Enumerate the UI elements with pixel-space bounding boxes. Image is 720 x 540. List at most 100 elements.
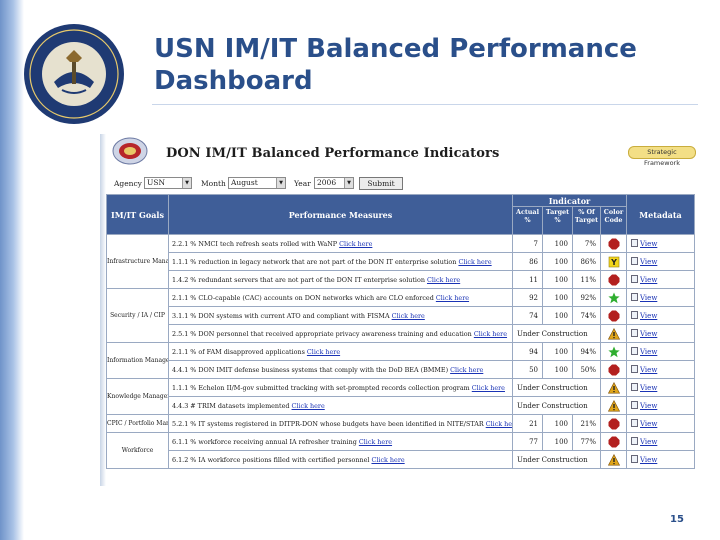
red-stop-icon [608, 274, 620, 285]
color-code-cell: Y [600, 252, 627, 271]
chevron-down-icon: ▼ [276, 178, 285, 188]
click-here-link[interactable]: Click here [435, 293, 470, 302]
actual-cell: 86 [512, 252, 543, 271]
pct-of-target-cell: 7% [572, 234, 601, 253]
measure-cell: 2.1.1 % CLO-capable (CAC) accounts on DO… [168, 288, 513, 307]
goal-cell: Information Management Transformation [106, 342, 169, 379]
view-link[interactable]: View [640, 384, 658, 392]
measure-cell: 5.2.1 % IT systems registered in DITPR-D… [168, 414, 513, 433]
view-link[interactable]: View [640, 348, 658, 356]
table-row: Workforce 6.1.1 % workforce receiving ann… [106, 432, 695, 469]
click-here-link[interactable]: Click here [339, 239, 373, 248]
table-row: 3.1.1 % DON systems with current ATO and… [107, 306, 695, 325]
click-here-link[interactable]: Click here [358, 437, 393, 446]
color-code-cell [600, 306, 627, 325]
goal-cell: CPIC / Portfolio Management [106, 414, 169, 433]
header-pct-of-target: % Of Target [572, 206, 601, 235]
click-here-link[interactable]: Click here [458, 257, 492, 266]
red-stop-icon [608, 364, 620, 375]
table-row: Security / IA / CIP 2.1.1 % CLO-capable (… [106, 288, 695, 343]
target-cell: 100 [542, 414, 573, 433]
slide-title-line-2: Dashboard [154, 66, 313, 96]
click-here-link[interactable]: Click here [371, 455, 405, 464]
dashboard-title: DON IM/IT Balanced Performance Indicator… [166, 146, 500, 161]
click-here-link[interactable]: Click here [426, 275, 461, 284]
status-cell: Under Construction [512, 378, 601, 397]
measure-text: 1.4.2 % redundant servers that are not p… [172, 275, 425, 284]
construction-warning-icon [607, 399, 620, 411]
status-cell: Under Construction [512, 324, 601, 343]
color-code-cell [600, 450, 627, 469]
table-row: 6.1.2 % IA workforce positions filled wi… [107, 450, 695, 469]
view-link[interactable]: View [640, 420, 658, 428]
measure-text: 5.2.1 % IT systems registered in DITPR-D… [172, 419, 484, 428]
strategic-framework-button[interactable]: Strategic Framework [628, 146, 696, 167]
document-icon [631, 383, 638, 391]
view-link[interactable]: View [640, 240, 658, 248]
target-cell: 100 [542, 270, 573, 289]
click-here-link[interactable]: Click here [450, 365, 484, 374]
red-stop-icon [608, 310, 620, 321]
view-link[interactable]: View [640, 330, 658, 338]
view-link[interactable]: View [640, 402, 658, 410]
color-code-cell [600, 342, 627, 361]
color-code-cell [600, 414, 627, 433]
target-cell: 100 [542, 288, 573, 307]
table-row: Infrastructure Management2.2.1 % NMCI te… [106, 234, 695, 289]
don-logo-icon [112, 137, 148, 165]
target-cell: 100 [542, 432, 573, 451]
measure-cell: 4.4.1 % DON IMIT defense business system… [168, 360, 513, 379]
document-icon [631, 401, 638, 409]
agency-select[interactable]: USN ▼ [144, 177, 192, 189]
actual-cell: 7 [512, 234, 543, 253]
header-goals: IM/IT Goals [106, 194, 169, 235]
view-link[interactable]: View [640, 294, 658, 302]
view-link[interactable]: View [640, 438, 658, 446]
measure-text: 1.1.1 % reduction in legacy network that… [172, 257, 457, 266]
red-stop-icon [608, 436, 620, 447]
document-icon [631, 257, 638, 265]
submit-button[interactable]: Submit [359, 177, 403, 190]
view-link[interactable]: View [640, 312, 658, 320]
pct-of-target-cell: 77% [572, 432, 601, 451]
agency-value: USN [147, 178, 166, 187]
header-color-code: Color Code [600, 206, 627, 235]
color-code-cell [600, 396, 627, 415]
measure-text: 4.4.1 % DON IMIT defense business system… [172, 365, 449, 374]
table-row: Information Management Transformation2.1… [106, 342, 695, 379]
table-row: 1.1.1 % reduction in legacy network that… [107, 252, 695, 271]
click-here-link[interactable]: Click here [473, 329, 508, 338]
measure-cell: 1.1.1 % Echelon II/M-gov submitted track… [168, 378, 513, 397]
measure-cell: 2.2.1 % NMCI tech refresh seats rolled w… [168, 234, 513, 253]
click-here-link[interactable]: Click here [291, 401, 325, 410]
navy-seal-icon [24, 24, 124, 124]
header-indicator: Indicator [512, 194, 627, 207]
metadata-cell: View [626, 396, 695, 415]
metadata-cell: View [626, 414, 695, 433]
slide-title-line-1: USN IM/IT Balanced Performance [154, 34, 637, 64]
table-row: Knowledge Management1.1.1 % Echelon II/M… [106, 378, 695, 415]
pct-of-target-cell: 11% [572, 270, 601, 289]
document-icon [631, 347, 638, 355]
click-here-link[interactable]: Click here [471, 383, 505, 392]
chevron-down-icon: ▼ [344, 178, 353, 188]
chevron-down-icon: ▼ [182, 178, 191, 188]
table-row: 4.4.1 % DON IMIT defense business system… [107, 360, 695, 379]
measure-text: 2.1.1 % of FAM disapproved applications [172, 347, 305, 356]
view-link[interactable]: View [640, 366, 658, 374]
click-here-link[interactable]: Click here [485, 419, 513, 428]
year-select[interactable]: 2006 ▼ [314, 177, 354, 189]
measure-cell: 1.1.1 % reduction in legacy network that… [168, 252, 513, 271]
click-here-link[interactable]: Click here [306, 347, 341, 356]
month-value: August [231, 178, 258, 187]
view-link[interactable]: View [640, 276, 658, 284]
green-star-icon [607, 346, 620, 357]
slide-side-band [0, 0, 24, 540]
click-here-link[interactable]: Click here [391, 311, 425, 320]
month-select[interactable]: August ▼ [228, 177, 286, 189]
measure-cell: 6.1.1 % workforce receiving annual IA re… [168, 432, 513, 451]
target-cell: 100 [542, 252, 573, 271]
view-link[interactable]: View [640, 258, 658, 266]
color-code-cell [600, 234, 627, 253]
view-link[interactable]: View [640, 456, 658, 464]
